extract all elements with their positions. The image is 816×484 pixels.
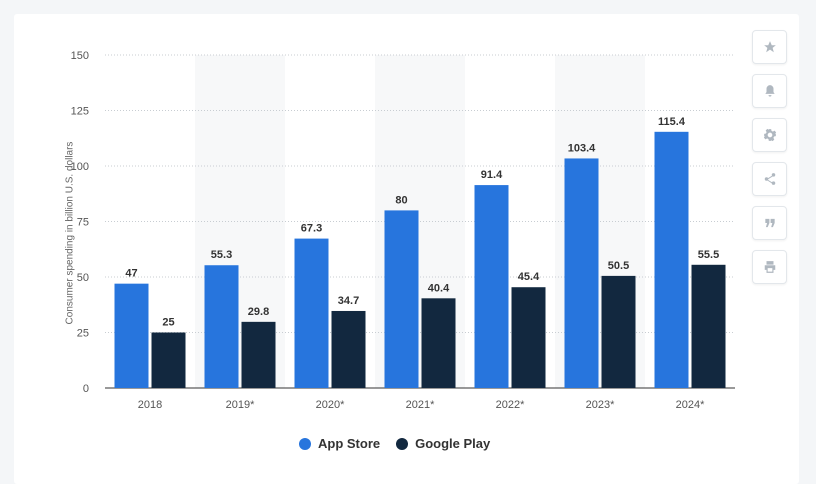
bar-google-play-5 <box>601 275 636 388</box>
bar-app-store-0 <box>114 283 149 388</box>
bar-google-play-3 <box>421 298 456 388</box>
data-label-app-store-4: 91.4 <box>481 169 503 181</box>
notification-button[interactable] <box>752 74 787 108</box>
legend-dot-google-play <box>396 437 409 450</box>
bar-google-play-0 <box>151 332 186 388</box>
y-tick-label-100: 100 <box>71 161 89 173</box>
x-tick-label-4: 2022* <box>496 399 525 411</box>
legend: App Store Google Play <box>299 436 490 451</box>
data-label-google-play-5: 50.5 <box>608 260 629 272</box>
y-tick-label-150: 150 <box>71 50 89 62</box>
y-tick-label-125: 125 <box>71 106 89 118</box>
star-icon <box>763 41 776 53</box>
y-axis-label: Consumer spending in billion U.S. dollar… <box>64 141 76 325</box>
data-label-app-store-5: 103.4 <box>568 142 596 154</box>
x-tick-label-6: 2024* <box>676 399 705 411</box>
data-label-google-play-4: 45.4 <box>518 271 540 283</box>
legend-label-app-store: App Store <box>318 436 381 451</box>
side-toolbar <box>752 30 787 284</box>
bar-google-play-4 <box>511 287 546 388</box>
legend-item-app-store[interactable]: App Store <box>299 436 380 451</box>
gear-icon <box>763 128 776 142</box>
cite-button[interactable] <box>752 206 787 240</box>
data-label-app-store-6: 115.4 <box>658 116 686 128</box>
data-label-google-play-2: 34.7 <box>338 295 359 307</box>
y-tick-label-50: 50 <box>77 272 89 284</box>
share-button[interactable] <box>752 162 787 196</box>
y-tick-label-0: 0 <box>83 383 89 395</box>
data-label-app-store-3: 80 <box>395 194 407 206</box>
legend-item-google-play[interactable]: Google Play <box>396 436 490 451</box>
data-label-google-play-6: 55.5 <box>698 249 719 261</box>
chart-card: 0 25 50 75 100 125 150 47 25 2018 55.3 29.8 2019* 67.… <box>14 14 799 484</box>
share-icon <box>764 173 775 185</box>
bar-app-store-5 <box>564 158 599 388</box>
data-label-app-store-1: 55.3 <box>211 249 232 261</box>
quote-icon <box>764 218 775 228</box>
x-tick-label-3: 2021* <box>406 399 435 411</box>
print-icon <box>764 261 775 273</box>
favorite-button[interactable] <box>752 30 787 64</box>
bar-app-store-1 <box>204 265 239 388</box>
legend-dot-app-store <box>299 437 311 450</box>
y-tick-label-75: 75 <box>77 217 89 229</box>
x-tick-label-2: 2020* <box>316 399 345 411</box>
x-tick-label-0: 2018 <box>138 399 162 411</box>
print-button[interactable] <box>752 250 787 284</box>
data-label-app-store-0: 47 <box>125 268 137 280</box>
data-label-google-play-3: 40.4 <box>428 282 450 294</box>
bar-google-play-2 <box>331 310 366 388</box>
bar-app-store-4 <box>474 185 509 388</box>
x-tick-label-1: 2019* <box>226 399 255 411</box>
data-label-google-play-0: 25 <box>162 317 174 329</box>
settings-button[interactable] <box>752 118 787 152</box>
bar-app-store-6 <box>654 131 689 388</box>
data-label-google-play-1: 29.8 <box>248 306 269 318</box>
data-label-app-store-2: 67.3 <box>301 223 322 235</box>
bar-app-store-3 <box>384 210 419 388</box>
bell-icon <box>764 85 775 97</box>
bar-chart: 0 25 50 75 100 125 150 47 25 2018 55.3 29.8 2019* 67.… <box>71 50 735 411</box>
bar-google-play-1 <box>241 321 276 388</box>
y-tick-label-25: 25 <box>77 328 89 340</box>
bar-app-store-2 <box>294 238 329 388</box>
bar-google-play-6 <box>691 264 726 388</box>
x-tick-label-5: 2023* <box>586 399 615 411</box>
legend-label-google-play: Google Play <box>415 436 491 451</box>
